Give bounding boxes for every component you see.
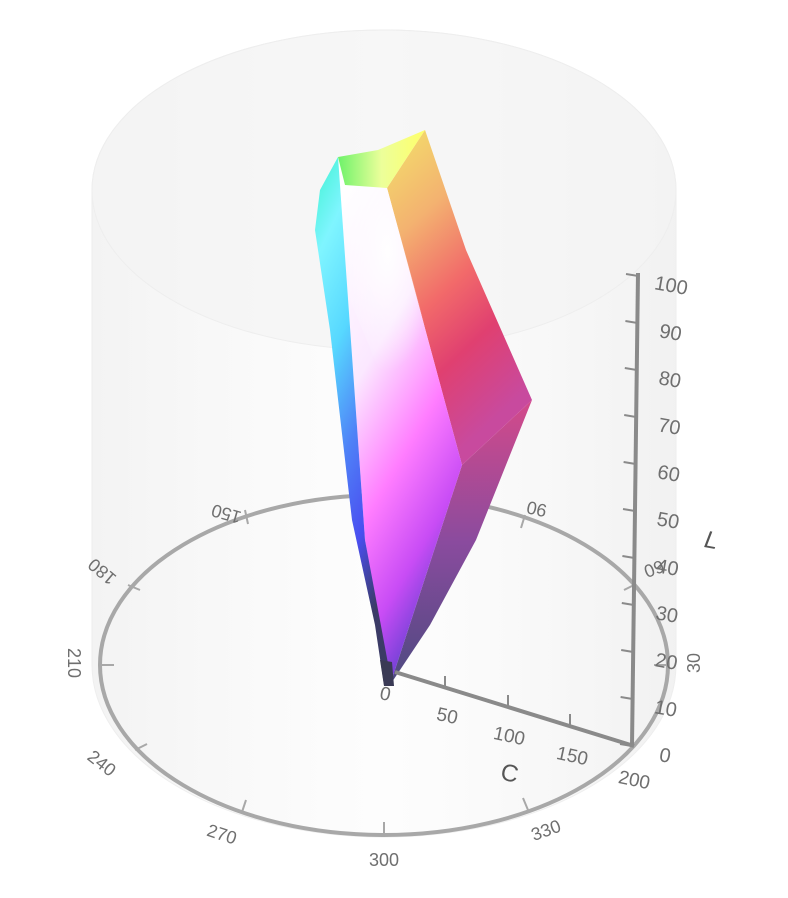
- srgb-gamut-solid: [315, 130, 532, 686]
- hue-label-330: 330: [528, 816, 563, 845]
- l-tick-mark: [625, 320, 638, 324]
- gamut-black-vertex: [380, 660, 394, 686]
- hue-label-270: 270: [204, 820, 239, 848]
- hue-label-30: 30: [684, 653, 704, 673]
- hue-label-210: 210: [64, 648, 84, 678]
- l-tick-label: 20: [653, 649, 679, 675]
- gamut-top-cap: [338, 130, 425, 188]
- c-tick-200: 200: [616, 767, 651, 794]
- hue-label-240: 240: [84, 746, 120, 780]
- l-axis-title: L: [702, 526, 720, 555]
- l-tick-mark: [625, 273, 639, 277]
- l-tick-label: 30: [654, 602, 680, 628]
- c-axis-title: C: [498, 759, 521, 789]
- c-axis-line: [394, 670, 635, 748]
- l-tick-mark: [621, 602, 634, 606]
- l-tick-label: 90: [658, 320, 684, 346]
- gamut-face-left: [315, 157, 392, 685]
- l-tick-mark: [621, 649, 634, 653]
- l-axis-ticks: [619, 273, 639, 747]
- l-tick-mark: [619, 743, 633, 747]
- l-tick-label: 50: [655, 508, 681, 534]
- gamut-face-right: [387, 130, 532, 465]
- l-tick-label: 60: [656, 461, 682, 487]
- l-tick-label: 40: [655, 555, 681, 581]
- c-tick-0: 0: [378, 683, 393, 706]
- l-tick-label: 10: [653, 696, 679, 722]
- l-axis-line: [630, 272, 640, 747]
- l-tick-mark: [622, 555, 635, 559]
- l-tick-mark: [620, 696, 633, 700]
- hue-label-90: 90: [525, 497, 549, 521]
- l-tick-label: 70: [656, 414, 682, 440]
- gamut-face-lower-right: [390, 400, 532, 685]
- l-tick-mark: [624, 414, 637, 418]
- c-tick-50: 50: [435, 704, 460, 729]
- l-tick-label: 0: [658, 744, 673, 768]
- l-tick-label: 80: [657, 367, 683, 393]
- hue-label-300: 300: [369, 850, 399, 870]
- l-tick-mark: [622, 508, 636, 512]
- l-tick-mark: [624, 367, 637, 371]
- gamut-white-highlight: [345, 180, 440, 420]
- l-tick-mark: [623, 461, 636, 465]
